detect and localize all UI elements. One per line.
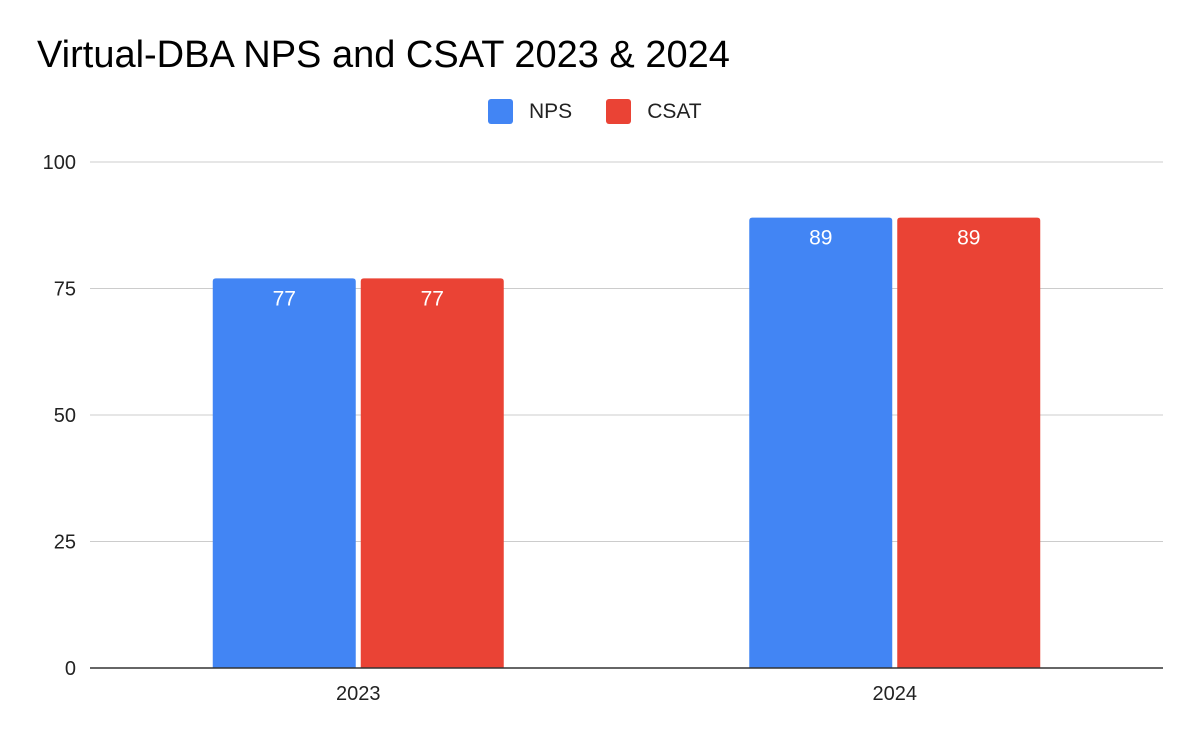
chart-legend: NPS CSAT: [488, 99, 736, 124]
y-tick-label: 25: [54, 532, 76, 554]
y-tick-label: 100: [43, 152, 76, 174]
bar-nps-2024: [749, 217, 893, 668]
data-label: 77: [421, 287, 444, 310]
x-tick-label: 2023: [336, 683, 381, 705]
x-tick-label: 2024: [873, 683, 918, 705]
legend-swatch-csat: [606, 99, 632, 124]
bar-csat-2023: [360, 278, 504, 668]
bar-nps-2023: [212, 278, 356, 668]
bar-csat-2024: [897, 217, 1041, 668]
y-tick-label: 75: [54, 279, 76, 301]
data-label: 89: [957, 227, 980, 250]
legend-item-nps[interactable]: NPS: [488, 99, 572, 124]
y-tick-label: 0: [65, 658, 76, 680]
data-label: 89: [809, 227, 832, 250]
y-tick-label: 50: [54, 405, 76, 427]
legend-label-csat: CSAT: [647, 99, 702, 123]
chart-title: Virtual-DBA NPS and CSAT 2023 & 2024: [37, 34, 730, 76]
data-label: 77: [273, 287, 296, 310]
legend-swatch-nps: [488, 99, 513, 124]
legend-label-nps: NPS: [529, 99, 573, 123]
legend-item-csat[interactable]: CSAT: [606, 99, 702, 124]
